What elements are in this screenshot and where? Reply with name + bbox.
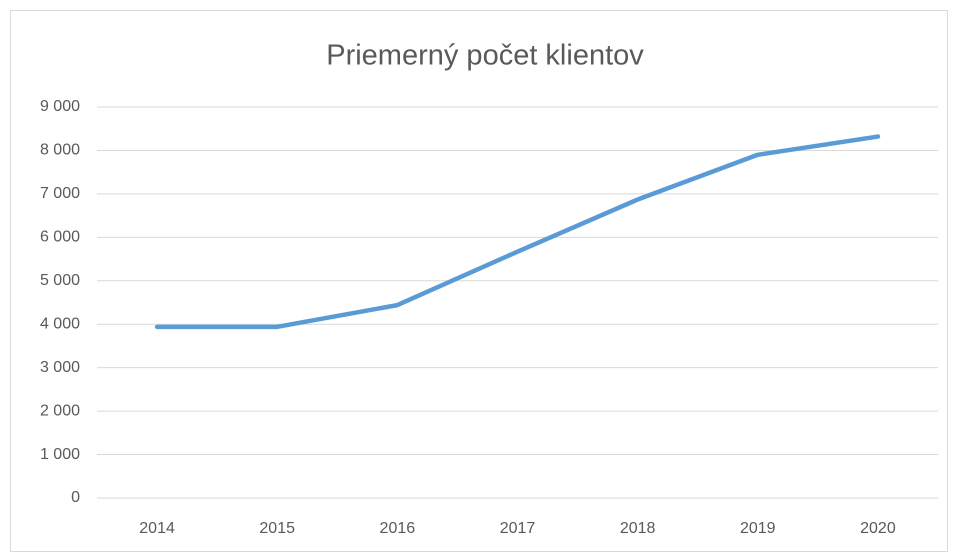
y-tick-label: 9 000 [40, 98, 80, 115]
x-tick-label: 2019 [740, 520, 776, 537]
x-tick-label: 2017 [500, 520, 536, 537]
y-tick-label: 1 000 [40, 446, 80, 463]
y-tick-label: 4 000 [40, 315, 80, 332]
y-tick-label: 2 000 [40, 402, 80, 419]
y-tick-label: 8 000 [40, 142, 80, 159]
y-tick-label: 0 [71, 489, 80, 506]
y-tick-label: 7 000 [40, 185, 80, 202]
chart-title: Priemerný počet klientov [326, 40, 644, 72]
y-tick-label: 5 000 [40, 272, 80, 289]
x-tick-label: 2018 [620, 520, 656, 537]
x-tick-label: 2020 [860, 520, 896, 537]
y-tick-label: 6 000 [40, 229, 80, 246]
x-tick-label: 2015 [259, 520, 295, 537]
line-series [154, 134, 881, 330]
y-tick-label: 3 000 [40, 359, 80, 376]
x-tick-label: 2014 [139, 520, 175, 537]
x-tick-label: 2016 [380, 520, 416, 537]
